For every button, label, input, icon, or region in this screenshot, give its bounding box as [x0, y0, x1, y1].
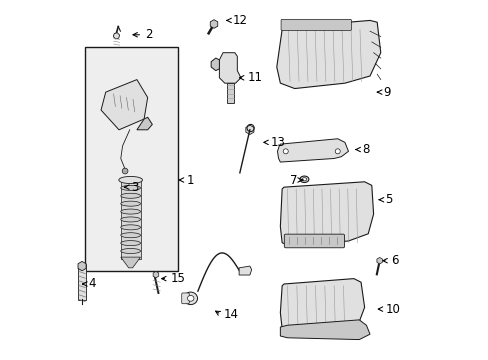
FancyBboxPatch shape [182, 293, 189, 304]
Ellipse shape [302, 178, 306, 181]
Ellipse shape [121, 240, 140, 246]
Polygon shape [137, 117, 152, 130]
Circle shape [335, 149, 340, 154]
Bar [78, 264, 86, 300]
Polygon shape [239, 266, 251, 275]
Text: 1: 1 [186, 174, 194, 186]
Text: 3: 3 [131, 181, 138, 194]
Ellipse shape [121, 248, 140, 253]
Polygon shape [280, 279, 364, 332]
Bar [121, 178, 140, 259]
Text: 12: 12 [233, 14, 247, 27]
Bar [85, 47, 178, 271]
Ellipse shape [121, 217, 140, 222]
Polygon shape [219, 53, 241, 83]
Ellipse shape [119, 176, 142, 184]
FancyBboxPatch shape [284, 234, 344, 248]
Polygon shape [211, 58, 219, 71]
Circle shape [283, 149, 287, 154]
Ellipse shape [121, 193, 140, 198]
Text: 4: 4 [88, 278, 96, 291]
Polygon shape [280, 320, 369, 339]
Ellipse shape [183, 292, 197, 305]
Ellipse shape [121, 177, 140, 183]
Ellipse shape [121, 225, 140, 230]
Polygon shape [121, 257, 140, 268]
Bar [226, 83, 234, 103]
Polygon shape [277, 139, 348, 162]
Text: 8: 8 [362, 143, 369, 156]
Ellipse shape [121, 209, 140, 214]
Text: 13: 13 [270, 136, 285, 149]
Polygon shape [101, 80, 147, 130]
Text: 2: 2 [145, 28, 152, 41]
Ellipse shape [187, 296, 194, 301]
Polygon shape [276, 21, 380, 89]
Ellipse shape [121, 233, 140, 238]
Text: 6: 6 [390, 254, 398, 267]
Ellipse shape [121, 201, 140, 206]
Circle shape [122, 168, 128, 174]
Polygon shape [280, 182, 373, 246]
Text: 5: 5 [385, 193, 392, 206]
Text: 15: 15 [170, 272, 185, 285]
Text: 9: 9 [383, 86, 390, 99]
Text: 7: 7 [289, 174, 297, 186]
Ellipse shape [299, 176, 308, 183]
Ellipse shape [121, 185, 140, 190]
Text: 11: 11 [247, 71, 262, 84]
Text: 10: 10 [385, 303, 400, 316]
FancyBboxPatch shape [281, 19, 351, 31]
Text: 14: 14 [224, 308, 239, 321]
